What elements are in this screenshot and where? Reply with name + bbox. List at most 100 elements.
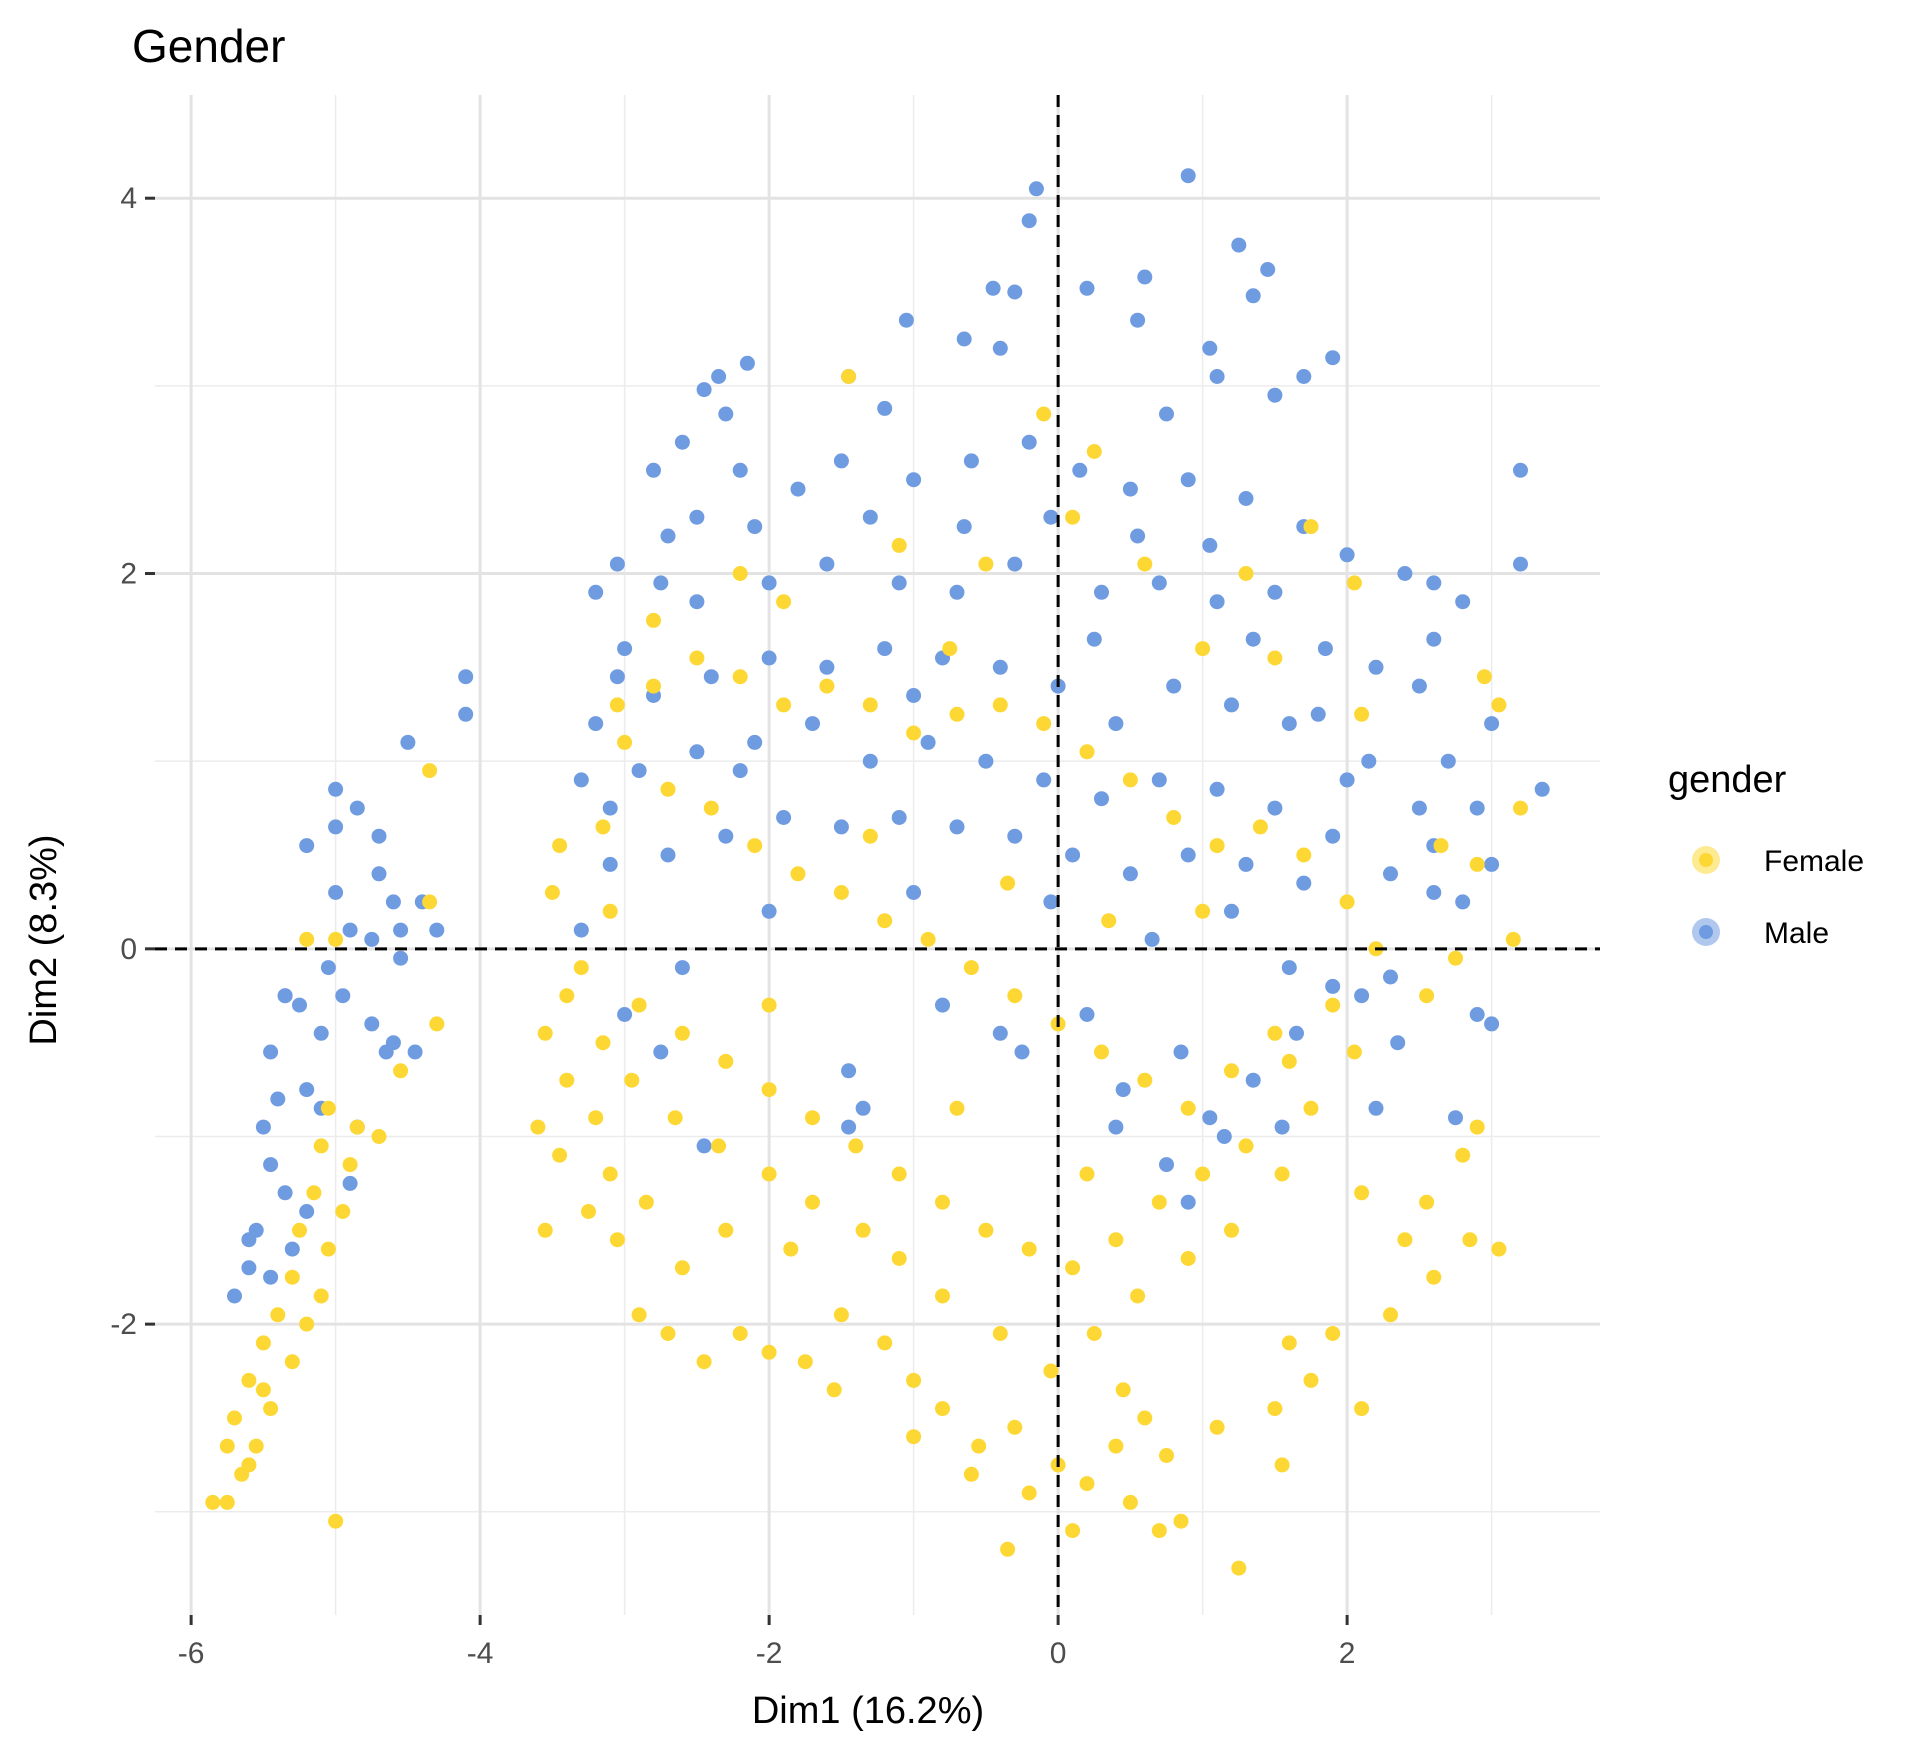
- point-female: [1433, 838, 1449, 854]
- point-female: [1491, 1241, 1507, 1257]
- point-male: [992, 1025, 1008, 1041]
- point-male: [1209, 781, 1225, 797]
- point-female: [1419, 988, 1435, 1004]
- point-male: [1231, 237, 1247, 253]
- point-male: [385, 894, 401, 910]
- point-male: [458, 669, 474, 685]
- point-male: [1440, 753, 1456, 769]
- point-male: [1224, 903, 1239, 919]
- point-male: [689, 594, 705, 610]
- point-male: [1036, 772, 1052, 788]
- point-female: [1195, 903, 1211, 919]
- point-female: [530, 1119, 546, 1135]
- point-female: [891, 537, 907, 553]
- point-male: [1368, 1100, 1384, 1116]
- point-male: [906, 688, 922, 703]
- point-male: [1180, 847, 1196, 863]
- point-male: [747, 519, 763, 535]
- point-female: [797, 1354, 813, 1370]
- point-female: [631, 997, 647, 1013]
- x-tick-label: -4: [467, 1637, 494, 1670]
- x-tick-label: 0: [1050, 1637, 1067, 1670]
- point-male: [841, 1063, 857, 1079]
- point-male: [898, 312, 914, 328]
- point-male: [660, 847, 676, 863]
- point-male: [1043, 509, 1059, 525]
- point-male: [1484, 1016, 1500, 1032]
- point-male: [335, 988, 351, 1004]
- point-female: [1036, 716, 1052, 732]
- point-male: [609, 556, 625, 572]
- point-female: [877, 1335, 893, 1351]
- point-female: [1209, 1419, 1225, 1435]
- point-male: [1325, 978, 1341, 994]
- point-male: [400, 734, 416, 750]
- point-female: [1354, 706, 1370, 722]
- point-male: [371, 866, 387, 882]
- point-male: [609, 669, 625, 685]
- point-female: [761, 1344, 777, 1360]
- point-male: [1130, 528, 1146, 544]
- point-female: [544, 885, 560, 900]
- point-female: [1281, 1053, 1297, 1069]
- point-female: [429, 1016, 445, 1032]
- point-female: [1238, 1138, 1254, 1154]
- point-male: [1180, 472, 1196, 488]
- point-female: [1166, 810, 1182, 825]
- point-female: [805, 1194, 820, 1210]
- y-tick-label: 4: [120, 182, 137, 215]
- point-female: [1354, 1401, 1370, 1417]
- point-female: [255, 1335, 271, 1351]
- point-female: [1007, 988, 1023, 1004]
- point-male: [1325, 828, 1341, 844]
- point-female: [1325, 997, 1341, 1013]
- point-female: [1303, 1372, 1319, 1388]
- point-female: [1108, 1232, 1124, 1248]
- point-male: [1151, 575, 1167, 591]
- point-female: [949, 706, 965, 722]
- chart-title: Gender: [132, 20, 285, 72]
- point-male: [833, 453, 849, 469]
- point-female: [1231, 1560, 1247, 1576]
- point-female: [963, 960, 979, 976]
- point-female: [609, 1232, 625, 1248]
- point-male: [761, 650, 777, 666]
- point-male: [992, 659, 1008, 675]
- point-male: [299, 1082, 315, 1098]
- point-male: [877, 641, 893, 657]
- point-female: [255, 1382, 271, 1398]
- point-female: [660, 1326, 676, 1341]
- point-female: [320, 1241, 336, 1257]
- legend-dot-male: [1699, 925, 1713, 939]
- point-female: [703, 800, 719, 816]
- data-points: [205, 168, 1550, 1576]
- point-female: [292, 1222, 307, 1238]
- x-tick-label: 2: [1339, 1637, 1356, 1670]
- point-female: [1383, 1307, 1398, 1323]
- point-female: [371, 1129, 387, 1144]
- point-female: [1252, 819, 1268, 835]
- point-male: [1115, 1082, 1131, 1098]
- point-male: [1144, 931, 1160, 947]
- point-male: [328, 885, 344, 900]
- point-male: [805, 716, 820, 732]
- point-female: [776, 697, 792, 713]
- point-male: [985, 280, 1001, 296]
- point-male: [602, 800, 618, 816]
- point-male: [1274, 1119, 1290, 1135]
- point-male: [1086, 631, 1102, 647]
- x-tick-label: -2: [756, 1637, 783, 1670]
- point-female: [1151, 1523, 1167, 1539]
- point-male: [891, 575, 907, 591]
- point-male: [1411, 800, 1427, 816]
- point-male: [653, 575, 669, 591]
- point-female: [624, 1072, 640, 1088]
- point-male: [617, 641, 633, 657]
- point-female: [1180, 1100, 1196, 1116]
- point-female: [776, 594, 792, 610]
- x-axis-title: Dim1 (16.2%): [752, 1690, 984, 1732]
- point-female: [1303, 519, 1319, 535]
- point-male: [299, 838, 315, 854]
- point-female: [313, 1138, 329, 1154]
